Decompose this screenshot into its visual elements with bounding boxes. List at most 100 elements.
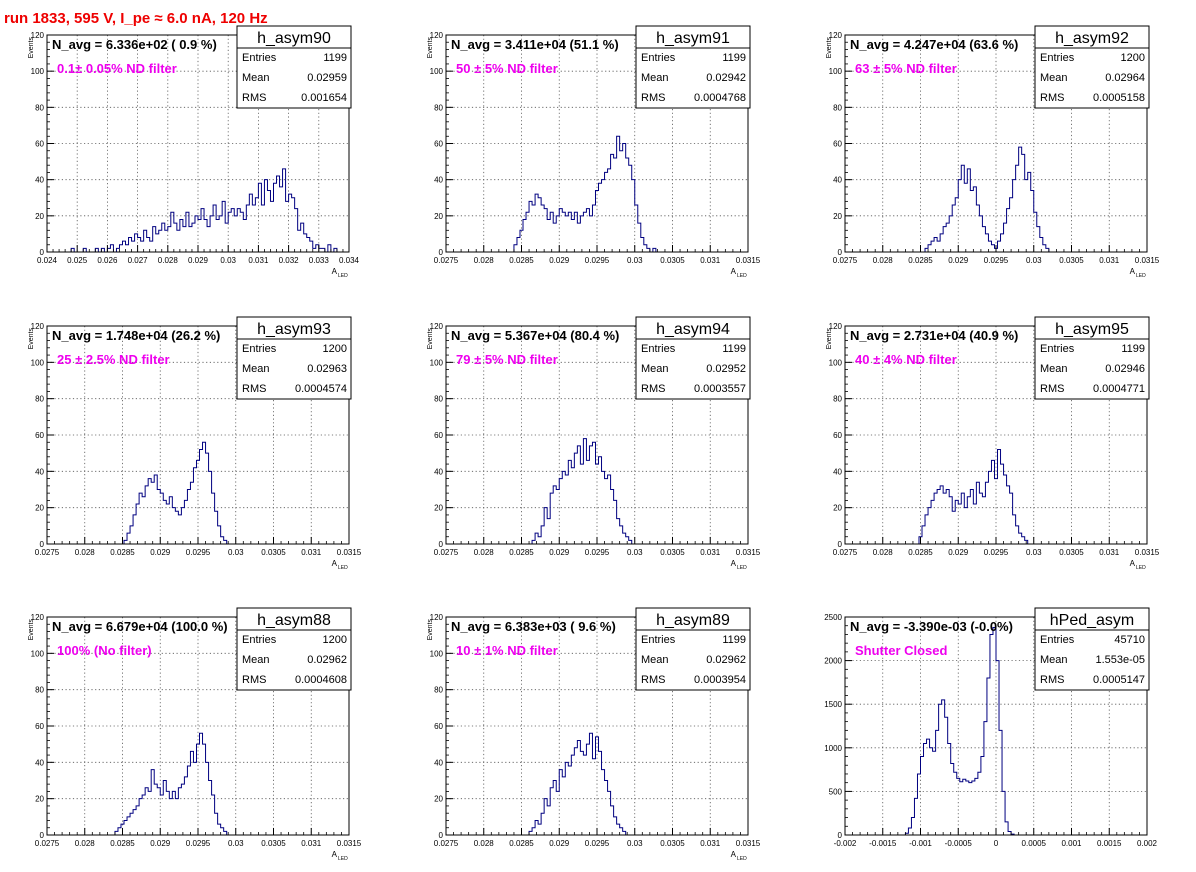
- stats-value-mean: 0.02964: [1105, 72, 1145, 84]
- x-tick-label: 0.029: [549, 256, 570, 265]
- stats-value-rms: 0.0004771: [1093, 383, 1145, 395]
- stats-label-mean: Mean: [242, 72, 270, 84]
- y-tick-label: 0: [439, 831, 444, 840]
- x-tick-label: 0.0295: [984, 256, 1009, 265]
- histogram-panel-hPed_asym: -0.002 -0.0015 -0.001 -0.0005 0 0.0005 0.001 0.…: [824, 607, 1158, 848]
- x-tick-label: 0.031: [301, 839, 322, 848]
- y-tick-label: 100: [430, 649, 444, 658]
- histogram-line: [531, 438, 633, 544]
- y-tick-label: 80: [35, 395, 44, 404]
- y-tick-label: 120: [430, 31, 444, 40]
- stats-label-mean: Mean: [1040, 654, 1068, 666]
- x-axis-title: A: [332, 850, 338, 859]
- x-axis-title: A: [731, 267, 737, 276]
- x-tick-label: 0.03: [220, 256, 236, 265]
- filter-label: Shutter Closed: [855, 643, 948, 658]
- stats-box: [635, 25, 751, 109]
- x-tick-label: 0.031: [700, 548, 721, 557]
- x-tick-label: 0.0275: [35, 548, 60, 557]
- n-avg-label: N_avg = -3.390e-03 (-0.0%): [850, 619, 1013, 634]
- y-tick-label: 20: [35, 795, 44, 804]
- histogram-line: [918, 449, 1029, 544]
- stats-box-title: h_asym88: [257, 612, 331, 629]
- stats-box: [236, 607, 352, 691]
- y-tick-label: 60: [35, 431, 44, 440]
- stats-value-rms: 0.0004574: [295, 383, 347, 395]
- x-tick-label: 0.0015: [1097, 839, 1122, 848]
- stats-label-entries: Entries: [242, 52, 277, 64]
- stats-value-entries: 1199: [1121, 343, 1145, 355]
- filter-label: 10 ± 1% ND filter: [456, 643, 558, 658]
- x-tick-label: 0.0315: [337, 839, 362, 848]
- stats-label-rms: RMS: [641, 674, 665, 686]
- y-tick-label: 0: [838, 540, 843, 549]
- stats-box: [236, 316, 352, 400]
- y-tick-label: 120: [430, 322, 444, 331]
- stats-label-rms: RMS: [1040, 674, 1064, 686]
- x-tick-label: 0.0285: [908, 256, 933, 265]
- n-avg-label: N_avg = 6.383e+03 ( 9.6 %): [451, 619, 616, 634]
- histogram-line: [70, 168, 338, 253]
- x-tick-label: 0.027: [128, 256, 149, 265]
- x-tick-label: 0.034: [339, 256, 360, 265]
- y-tick-label: 100: [829, 358, 843, 367]
- y-tick-label: 60: [833, 140, 842, 149]
- x-tick-label: 0.0275: [833, 256, 858, 265]
- y-axis-title: Events: [826, 37, 833, 59]
- stats-label-mean: Mean: [242, 654, 270, 666]
- stats-value-entries: 1200: [323, 634, 347, 646]
- x-tick-label: 0.0275: [833, 548, 858, 557]
- x-tick-label: 0.03: [627, 256, 643, 265]
- y-tick-label: 20: [434, 504, 443, 513]
- y-tick-label: 20: [833, 504, 842, 513]
- x-tick-label: 0.001: [1061, 839, 1082, 848]
- y-tick-label: 2000: [824, 657, 842, 666]
- stats-label-entries: Entries: [641, 634, 676, 646]
- x-axis-title: A: [1130, 559, 1136, 568]
- y-tick-label: 60: [35, 140, 44, 149]
- stats-box-title: h_asym91: [656, 30, 730, 47]
- x-tick-label: 0.03: [228, 839, 244, 848]
- x-tick-label: 0.028: [75, 548, 96, 557]
- y-tick-label: 40: [434, 467, 443, 476]
- y-tick-label: 20: [833, 212, 842, 221]
- x-axis-title-subscript: LED: [338, 856, 348, 862]
- stats-box: [1034, 25, 1150, 109]
- y-tick-label: 120: [31, 31, 45, 40]
- x-tick-label: 0.0005: [1022, 839, 1047, 848]
- histogram-panel-h_asym95: 0.0275 0.028 0.0285 0.029 0.0295 0.03 0.0305 0.…: [826, 316, 1160, 571]
- y-tick-label: 40: [35, 758, 44, 767]
- stats-value-mean: 0.02952: [706, 363, 746, 375]
- x-tick-label: 0.0285: [110, 839, 135, 848]
- stats-label-rms: RMS: [641, 383, 665, 395]
- x-tick-label: 0.029: [948, 256, 969, 265]
- x-tick-label: 0.0295: [585, 548, 610, 557]
- stats-box: [236, 25, 352, 109]
- stats-label-entries: Entries: [242, 343, 277, 355]
- y-tick-label: 60: [833, 431, 842, 440]
- x-tick-label: 0.0285: [509, 548, 534, 557]
- x-axis-title: A: [731, 559, 737, 568]
- stats-value-entries: 1199: [722, 52, 746, 64]
- y-axis-title: Events: [826, 328, 833, 350]
- stats-value-rms: 0.0003557: [694, 383, 746, 395]
- x-tick-label: 0.03: [627, 839, 643, 848]
- y-axis-title: Events: [28, 619, 35, 641]
- stats-label-rms: RMS: [242, 674, 266, 686]
- histogram-line: [513, 135, 657, 253]
- x-tick-label: 0.002: [1137, 839, 1158, 848]
- x-tick-label: -0.001: [909, 839, 932, 848]
- stats-box-title: h_asym94: [656, 321, 730, 338]
- y-tick-label: 0: [838, 831, 843, 840]
- y-tick-label: 1500: [824, 700, 842, 709]
- y-axis-title: Events: [427, 328, 434, 350]
- y-axis-title: Events: [28, 37, 35, 59]
- x-tick-label: 0.0285: [509, 839, 534, 848]
- n-avg-label: N_avg = 1.748e+04 (26.2 %): [52, 328, 220, 343]
- histogram-line: [123, 441, 228, 544]
- x-tick-label: 0.025: [67, 256, 88, 265]
- y-tick-label: 120: [829, 31, 843, 40]
- stats-label-mean: Mean: [1040, 363, 1068, 375]
- histogram-panel-h_asym93: 0.0275 0.028 0.0285 0.029 0.0295 0.03 0.0305 0.…: [28, 316, 362, 571]
- stats-box: [1034, 316, 1150, 400]
